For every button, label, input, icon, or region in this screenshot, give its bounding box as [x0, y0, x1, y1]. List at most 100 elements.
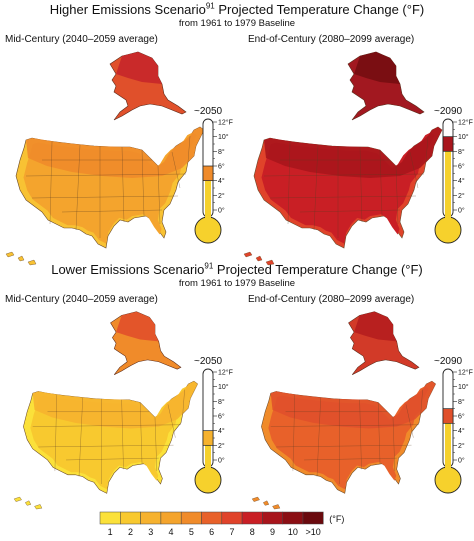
legend-swatch [99, 511, 121, 525]
thermometer-tick-label: 8° [218, 148, 225, 156]
state-border [139, 402, 143, 464]
panel-label-lower-end: End-of-Century (2080–2099 average) [248, 294, 415, 305]
thermometer-tick-label: 6° [458, 163, 465, 171]
thermometer-tick-label: 4° [218, 177, 225, 185]
thermometer-range-band [202, 430, 214, 446]
legend-label: 4 [169, 527, 174, 537]
northern-region [26, 127, 204, 178]
state-border [304, 457, 397, 461]
hawaii-island [27, 259, 37, 266]
legend-label: 7 [229, 527, 234, 537]
panel-label-higher-mid: Mid-Century (2040–2059 average) [5, 34, 158, 45]
state-border [270, 424, 419, 427]
thermometer-tick-label: 4° [218, 427, 225, 435]
legend-swatch [282, 511, 304, 525]
legend-swatch [180, 511, 202, 525]
legend-label: 9 [270, 527, 275, 537]
panel-label-higher-end: End-of-Century (2080–2099 average) [248, 34, 415, 45]
panel-label-lower-mid: Mid-Century (2040–2059 average) [5, 294, 158, 305]
legend-swatch [140, 511, 162, 525]
thermometer-tick-label: 12°F [218, 119, 233, 127]
thermometer-tick-label: 12°F [458, 369, 473, 377]
state-border [299, 209, 401, 213]
state-border [420, 389, 423, 414]
state-border [141, 149, 145, 217]
thermometer-tick-label: 0° [218, 207, 225, 215]
state-border [377, 402, 381, 464]
alaska-north-region [354, 311, 397, 342]
thermometer-bulb [434, 216, 462, 244]
thermometer-neck [205, 460, 211, 470]
legend-swatch [160, 511, 182, 525]
state-border [313, 144, 319, 231]
thermometer-tick-label: 6° [458, 413, 465, 421]
state-border [38, 444, 174, 448]
thermometer-tick-label: 10° [218, 133, 229, 141]
hawaii-island [265, 259, 275, 266]
thermometer-tick-label: 2° [458, 192, 465, 200]
alaska-north-region [116, 52, 162, 84]
thermometer-tick-label: 10° [218, 383, 229, 391]
color-legend: 1 2 3 4 5 6 7 8 9 10 >10 (°F) [99, 511, 344, 537]
state-border [359, 399, 362, 470]
hawaii-island [251, 496, 260, 502]
thermometer-tick-label: 8° [218, 398, 225, 406]
thermometer-range-band [442, 136, 454, 152]
thermometer-tick-label: 6° [218, 163, 225, 171]
state-border [25, 173, 187, 177]
state-border [425, 135, 429, 163]
thermometer-tick-label: 2° [458, 442, 465, 450]
thermometer-bulb [434, 466, 462, 494]
hawaii-island [5, 251, 15, 258]
state-border [75, 144, 81, 231]
legend-swatch [241, 511, 263, 525]
state-border [359, 146, 363, 223]
northern-region [264, 127, 442, 178]
map-lower-end [251, 311, 436, 510]
hawaii-island [262, 500, 270, 506]
state-border [121, 399, 124, 470]
state-border [276, 444, 412, 448]
thermometer-tick-label: 8° [458, 398, 465, 406]
state-border [405, 404, 414, 438]
map-higher-end [243, 51, 443, 266]
legend-unit: (°F) [329, 514, 344, 524]
hawaii-island [24, 500, 32, 506]
legend-swatch [201, 511, 223, 525]
state-border [31, 195, 179, 199]
alaska-north-region [116, 311, 159, 342]
thermometer-bulb [194, 216, 222, 244]
thermometer-range-band [442, 408, 454, 424]
state-border [409, 151, 419, 189]
thermometer-range-band [202, 165, 214, 182]
thermo-period-lower-mid: ~2050 [194, 356, 223, 367]
thermometer-tick-label: 10° [458, 383, 469, 391]
section-title-lower: Lower Emissions Scenario91 Projected Tem… [51, 261, 423, 277]
thermo-period-higher-mid: ~2050 [194, 106, 223, 117]
thermometer-fill [445, 144, 451, 218]
thermometer-tick-label: 2° [218, 442, 225, 450]
thermometer-tick-label: 12°F [458, 119, 473, 127]
state-border [287, 141, 291, 225]
legend-label: 2 [128, 527, 133, 537]
legend-label: 10 [288, 527, 298, 537]
state-border [395, 165, 399, 225]
thermometer-tick-label: 0° [218, 457, 225, 465]
hawaii-island [34, 504, 43, 510]
state-border [182, 389, 185, 414]
legend-label: 1 [108, 527, 113, 537]
thermometer-tick-label: 2° [218, 192, 225, 200]
thermometer-fill [205, 438, 211, 468]
legend-swatch [221, 511, 243, 525]
alaska-north-region [354, 52, 400, 84]
thermometer-higher-mid: 12°F 10° 8° 6° 4° 2° 0° [194, 119, 233, 244]
thermo-period-higher-end: ~2090 [434, 106, 463, 117]
map-lower-mid [13, 311, 198, 510]
legend-label: >10 [306, 527, 321, 537]
legend-label: 5 [189, 527, 194, 537]
thermometer-tick-label: 0° [458, 207, 465, 215]
state-border [32, 424, 181, 427]
hawaii-island [243, 251, 253, 258]
thermometer-tick-label: 4° [458, 427, 465, 435]
legend-label: 6 [209, 527, 214, 537]
